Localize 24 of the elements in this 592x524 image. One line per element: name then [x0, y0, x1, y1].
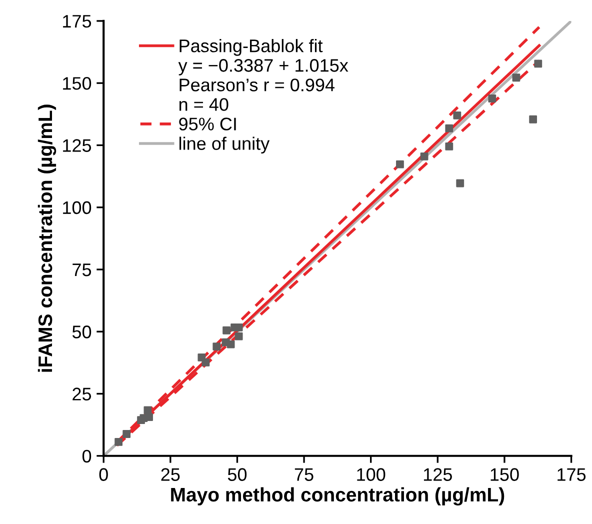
- x-tick-label: 50: [228, 468, 247, 481]
- x-tick-label: 125: [424, 468, 452, 481]
- legend-label: Passing-Bablok fit: [180, 39, 323, 56]
- y-tick-label: 125: [63, 139, 92, 152]
- x-tick-label: 0: [99, 468, 108, 481]
- y-tick-label: 75: [72, 264, 92, 276]
- y-tick-label: 100: [63, 201, 92, 214]
- x-tick-label: 100: [357, 468, 386, 481]
- y-tick-label: 25: [72, 388, 92, 400]
- x-tick-label: 25: [161, 468, 180, 481]
- annotation: Pearson’s r = 0.994: [180, 78, 335, 92]
- x-tick-label: 175: [558, 468, 586, 481]
- y-axis-title: iFAMS concentration (µg/mL): [38, 104, 56, 372]
- legend-label: line of unity: [179, 136, 270, 154]
- x-axis-title: Mayo method concentration (µg/mL): [171, 487, 504, 506]
- y-tick-label: 175: [63, 15, 92, 28]
- annotation: n = 40: [179, 98, 228, 111]
- legend-label: 95% CI: [179, 118, 236, 130]
- x-tick-label: 150: [490, 468, 519, 481]
- y-tick-label: 0: [82, 450, 92, 463]
- y-tick-label: 50: [72, 326, 92, 338]
- annotation: y = −0.3387 + 1.015x: [178, 59, 348, 76]
- y-tick-label: 150: [63, 77, 92, 90]
- x-tick-label: 75: [294, 468, 314, 481]
